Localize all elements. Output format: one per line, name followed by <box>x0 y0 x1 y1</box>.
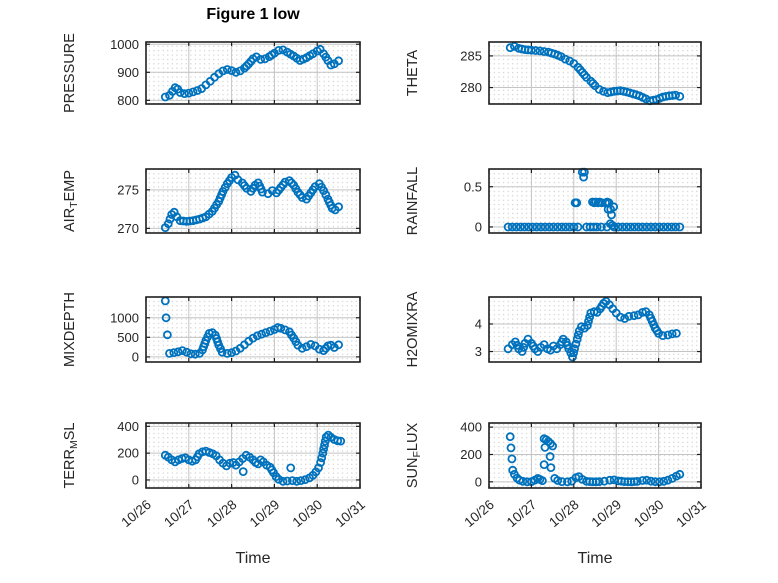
data-markers <box>505 432 685 487</box>
svg-text:10/29: 10/29 <box>247 497 283 530</box>
y-tick-label: 1000 <box>110 37 139 52</box>
subplot-sun-flux: 0 200 400 SUNFLUX 10/26 10/27 10/28 10/29 10/30 1… <box>405 420 709 530</box>
axis-box <box>145 422 361 489</box>
data-markers <box>160 170 344 233</box>
y-tick-label: 0.5 <box>464 179 482 194</box>
x-tick-label: 10/27 <box>504 497 540 530</box>
tick-marks <box>145 42 361 104</box>
y-axis-label: THETA <box>405 49 421 96</box>
figure-title: Figure 1 low <box>206 6 300 23</box>
y-tick-label: 280 <box>460 80 482 95</box>
subplot-pressure: 800 900 1000 PRESSURE <box>62 33 361 113</box>
svg-text:10/28: 10/28 <box>546 497 582 530</box>
y-tick-label: 200 <box>117 446 139 461</box>
y-axis-label: PRESSURE <box>62 33 78 113</box>
data-markers <box>160 430 346 486</box>
x-tick-label: 10/27 <box>161 497 197 530</box>
x-tick-label: 10/29 <box>589 497 625 530</box>
y-tick-label: 500 <box>117 330 139 345</box>
x-tick-label: 10/28 <box>204 497 240 530</box>
y-tick-label: 200 <box>460 447 482 462</box>
y-tick-label: 1000 <box>110 310 139 325</box>
tick-marks <box>488 169 702 233</box>
axis-box <box>488 422 702 489</box>
y-tick-label: 285 <box>460 48 482 63</box>
y-tick-label: 275 <box>117 182 139 197</box>
y-tick-label: 0 <box>132 473 139 488</box>
tick-marks <box>145 297 361 362</box>
svg-text:10/29: 10/29 <box>589 497 625 530</box>
y-tick-label: 270 <box>117 221 139 236</box>
y-tick-label: 900 <box>117 65 139 80</box>
svg-text:10/27: 10/27 <box>504 497 540 530</box>
x-tick-label: 10/29 <box>247 497 283 530</box>
x-axis-label-left: Time <box>235 550 271 567</box>
svg-text:10/30: 10/30 <box>290 497 326 530</box>
y-axis-label: SUNFLUX <box>405 423 423 489</box>
svg-text:10/26: 10/26 <box>461 497 497 530</box>
axis-box <box>145 296 361 363</box>
y-axis-label: RAINFALL <box>405 167 421 236</box>
data-markers <box>505 42 685 106</box>
y-tick-label: 0 <box>132 349 139 364</box>
tick-marks <box>145 169 361 233</box>
y-axis-label: TERRMSL <box>62 423 80 489</box>
y-axis-label: H2OMIXRA <box>405 291 421 367</box>
subplot-mixdepth: 0 500 1000 MIXDEPTH <box>62 292 361 367</box>
y-tick-label: 0 <box>475 474 482 489</box>
axis-box <box>488 41 702 105</box>
tick-marks <box>488 297 702 362</box>
y-tick-label: 800 <box>117 93 139 108</box>
subplot-terr-msl: 0 200 400 TERRMSL 10/26 10/27 10/28 10/29 10/30 1… <box>62 419 368 530</box>
y-tick-label: 0 <box>475 220 482 235</box>
x-tick-label: 10/31 <box>673 497 709 530</box>
subplot-air-temp: 270 275 AIRTEMP <box>62 168 361 236</box>
x-axis-label-right: Time <box>577 550 613 567</box>
svg-text:10/26: 10/26 <box>118 497 154 530</box>
y-tick-label: 400 <box>460 420 482 435</box>
y-axis-label: MIXDEPTH <box>62 292 78 367</box>
x-tick-label: 10/26 <box>118 497 154 530</box>
subplot-theta: 280 285 THETA <box>405 41 702 106</box>
axis-box <box>145 41 361 105</box>
data-markers <box>160 296 344 359</box>
axis-box <box>145 168 361 234</box>
svg-text:10/30: 10/30 <box>631 497 667 530</box>
tick-marks <box>145 423 361 488</box>
y-tick-label: 4 <box>475 317 482 332</box>
axis-box <box>488 296 702 363</box>
y-axis-label: AIRTEMP <box>62 170 80 232</box>
svg-text:10/31: 10/31 <box>332 497 368 530</box>
data-markers <box>160 44 344 102</box>
svg-text:10/28: 10/28 <box>204 497 240 530</box>
y-tick-label: 3 <box>475 344 482 359</box>
x-tick-label: 10/26 <box>461 497 497 530</box>
x-tick-label: 10/28 <box>546 497 582 530</box>
svg-text:10/27: 10/27 <box>161 497 197 530</box>
tick-marks <box>488 42 702 104</box>
x-tick-label: 10/30 <box>290 497 326 530</box>
subplot-rainfall: 0 0.5 RAINFALL <box>405 167 702 236</box>
data-markers <box>503 296 681 362</box>
x-tick-label: 10/31 <box>332 497 368 530</box>
y-tick-label: 400 <box>117 419 139 434</box>
axis-box <box>488 168 702 234</box>
subplot-h2omixra: 3 4 H2OMIXRA <box>405 291 702 367</box>
major-grid <box>146 42 360 104</box>
tick-marks <box>488 423 702 488</box>
x-tick-label: 10/30 <box>631 497 667 530</box>
svg-text:10/31: 10/31 <box>673 497 709 530</box>
